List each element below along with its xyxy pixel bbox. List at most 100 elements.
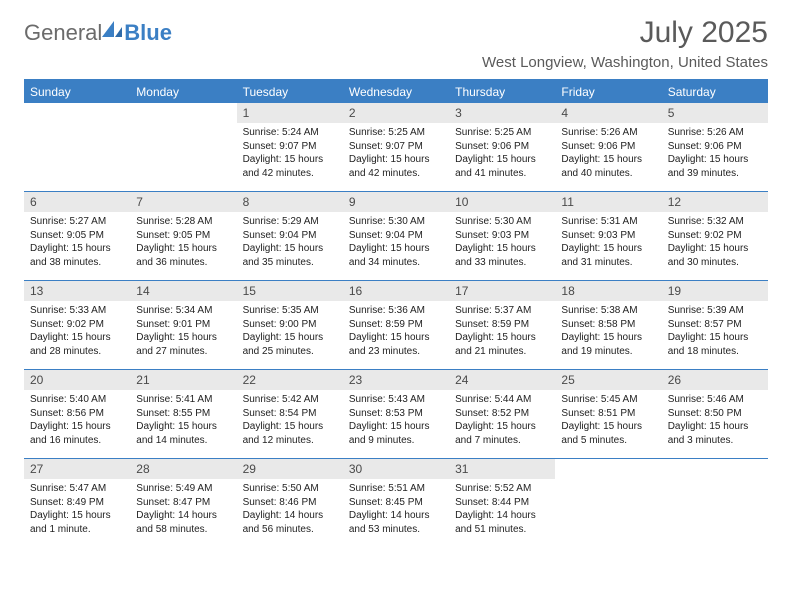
cell-body: Sunrise: 5:49 AMSunset: 8:47 PMDaylight:… (130, 479, 236, 540)
sunset-text: Sunset: 8:59 PM (455, 318, 549, 332)
sunset-text: Sunset: 8:46 PM (243, 496, 337, 510)
sunset-text: Sunset: 9:05 PM (30, 229, 124, 243)
daylight-text: Daylight: 15 hours and 16 minutes. (30, 420, 124, 447)
location: West Longview, Washington, United States (482, 54, 768, 71)
sunrise-text: Sunrise: 5:33 AM (30, 304, 124, 318)
cell-body: Sunrise: 5:37 AMSunset: 8:59 PMDaylight:… (449, 301, 555, 362)
week-row: 27Sunrise: 5:47 AMSunset: 8:49 PMDayligh… (24, 458, 768, 547)
calendar-cell: 26Sunrise: 5:46 AMSunset: 8:50 PMDayligh… (662, 370, 768, 458)
day-number: 5 (662, 103, 768, 123)
daylight-text: Daylight: 15 hours and 40 minutes. (561, 153, 655, 180)
day-number: 19 (662, 281, 768, 301)
sunrise-text: Sunrise: 5:24 AM (243, 126, 337, 140)
sunrise-text: Sunrise: 5:42 AM (243, 393, 337, 407)
sunset-text: Sunset: 9:06 PM (561, 140, 655, 154)
daylight-text: Daylight: 14 hours and 51 minutes. (455, 509, 549, 536)
week-row: 1Sunrise: 5:24 AMSunset: 9:07 PMDaylight… (24, 103, 768, 191)
sunrise-text: Sunrise: 5:43 AM (349, 393, 443, 407)
day-number: 29 (237, 459, 343, 479)
sunrise-text: Sunrise: 5:49 AM (136, 482, 230, 496)
daylight-text: Daylight: 15 hours and 23 minutes. (349, 331, 443, 358)
cell-body: Sunrise: 5:44 AMSunset: 8:52 PMDaylight:… (449, 390, 555, 451)
dayheader-fri: Friday (555, 81, 661, 103)
dayheader-row: Sunday Monday Tuesday Wednesday Thursday… (24, 81, 768, 103)
sunset-text: Sunset: 9:03 PM (455, 229, 549, 243)
cell-body: Sunrise: 5:45 AMSunset: 8:51 PMDaylight:… (555, 390, 661, 451)
cell-body: Sunrise: 5:24 AMSunset: 9:07 PMDaylight:… (237, 123, 343, 184)
day-number: 12 (662, 192, 768, 212)
sunset-text: Sunset: 9:01 PM (136, 318, 230, 332)
month-title: July 2025 (482, 16, 768, 50)
sunset-text: Sunset: 8:56 PM (30, 407, 124, 421)
calendar-cell: 8Sunrise: 5:29 AMSunset: 9:04 PMDaylight… (237, 192, 343, 280)
sunset-text: Sunset: 9:04 PM (243, 229, 337, 243)
day-number: 2 (343, 103, 449, 123)
day-number: 24 (449, 370, 555, 390)
day-number: 17 (449, 281, 555, 301)
sunrise-text: Sunrise: 5:40 AM (30, 393, 124, 407)
cell-body: Sunrise: 5:32 AMSunset: 9:02 PMDaylight:… (662, 212, 768, 273)
day-number: 3 (449, 103, 555, 123)
day-number: 30 (343, 459, 449, 479)
cell-body: Sunrise: 5:38 AMSunset: 8:58 PMDaylight:… (555, 301, 661, 362)
day-number: 21 (130, 370, 236, 390)
sunrise-text: Sunrise: 5:45 AM (561, 393, 655, 407)
daylight-text: Daylight: 15 hours and 14 minutes. (136, 420, 230, 447)
sunset-text: Sunset: 8:53 PM (349, 407, 443, 421)
daylight-text: Daylight: 15 hours and 3 minutes. (668, 420, 762, 447)
week-row: 20Sunrise: 5:40 AMSunset: 8:56 PMDayligh… (24, 369, 768, 458)
calendar-cell: 6Sunrise: 5:27 AMSunset: 9:05 PMDaylight… (24, 192, 130, 280)
day-number: 8 (237, 192, 343, 212)
daylight-text: Daylight: 15 hours and 38 minutes. (30, 242, 124, 269)
calendar-cell: 23Sunrise: 5:43 AMSunset: 8:53 PMDayligh… (343, 370, 449, 458)
sunrise-text: Sunrise: 5:26 AM (668, 126, 762, 140)
calendar-cell: 2Sunrise: 5:25 AMSunset: 9:07 PMDaylight… (343, 103, 449, 191)
calendar-cell (130, 103, 236, 191)
daylight-text: Daylight: 15 hours and 31 minutes. (561, 242, 655, 269)
cell-body: Sunrise: 5:35 AMSunset: 9:00 PMDaylight:… (237, 301, 343, 362)
logo: General Blue (24, 20, 172, 46)
sunrise-text: Sunrise: 5:30 AM (349, 215, 443, 229)
daylight-text: Daylight: 15 hours and 36 minutes. (136, 242, 230, 269)
daylight-text: Daylight: 15 hours and 7 minutes. (455, 420, 549, 447)
dayheader-tue: Tuesday (237, 81, 343, 103)
calendar: Sunday Monday Tuesday Wednesday Thursday… (24, 79, 768, 547)
sunset-text: Sunset: 9:02 PM (668, 229, 762, 243)
daylight-text: Daylight: 15 hours and 21 minutes. (455, 331, 549, 358)
sunset-text: Sunset: 8:45 PM (349, 496, 443, 510)
daylight-text: Daylight: 15 hours and 19 minutes. (561, 331, 655, 358)
sunset-text: Sunset: 9:04 PM (349, 229, 443, 243)
cell-body: Sunrise: 5:47 AMSunset: 8:49 PMDaylight:… (24, 479, 130, 540)
cell-body: Sunrise: 5:33 AMSunset: 9:02 PMDaylight:… (24, 301, 130, 362)
calendar-cell: 31Sunrise: 5:52 AMSunset: 8:44 PMDayligh… (449, 459, 555, 547)
sunset-text: Sunset: 9:07 PM (243, 140, 337, 154)
sunset-text: Sunset: 8:59 PM (349, 318, 443, 332)
dayheader-mon: Monday (130, 81, 236, 103)
calendar-cell (24, 103, 130, 191)
day-number: 23 (343, 370, 449, 390)
sunset-text: Sunset: 8:51 PM (561, 407, 655, 421)
calendar-cell: 9Sunrise: 5:30 AMSunset: 9:04 PMDaylight… (343, 192, 449, 280)
daylight-text: Daylight: 15 hours and 27 minutes. (136, 331, 230, 358)
calendar-cell: 20Sunrise: 5:40 AMSunset: 8:56 PMDayligh… (24, 370, 130, 458)
calendar-cell: 27Sunrise: 5:47 AMSunset: 8:49 PMDayligh… (24, 459, 130, 547)
daylight-text: Daylight: 15 hours and 1 minute. (30, 509, 124, 536)
cell-body: Sunrise: 5:43 AMSunset: 8:53 PMDaylight:… (343, 390, 449, 451)
sunset-text: Sunset: 8:58 PM (561, 318, 655, 332)
day-number: 13 (24, 281, 130, 301)
cell-body: Sunrise: 5:29 AMSunset: 9:04 PMDaylight:… (237, 212, 343, 273)
sunset-text: Sunset: 8:50 PM (668, 407, 762, 421)
calendar-cell: 1Sunrise: 5:24 AMSunset: 9:07 PMDaylight… (237, 103, 343, 191)
calendar-cell: 10Sunrise: 5:30 AMSunset: 9:03 PMDayligh… (449, 192, 555, 280)
sunrise-text: Sunrise: 5:30 AM (455, 215, 549, 229)
daylight-text: Daylight: 15 hours and 9 minutes. (349, 420, 443, 447)
logo-text-2: Blue (124, 20, 172, 46)
day-number: 27 (24, 459, 130, 479)
calendar-cell: 21Sunrise: 5:41 AMSunset: 8:55 PMDayligh… (130, 370, 236, 458)
title-block: July 2025 West Longview, Washington, Uni… (482, 16, 768, 71)
daylight-text: Daylight: 15 hours and 35 minutes. (243, 242, 337, 269)
cell-body: Sunrise: 5:41 AMSunset: 8:55 PMDaylight:… (130, 390, 236, 451)
daylight-text: Daylight: 15 hours and 34 minutes. (349, 242, 443, 269)
sunrise-text: Sunrise: 5:34 AM (136, 304, 230, 318)
sunset-text: Sunset: 9:02 PM (30, 318, 124, 332)
